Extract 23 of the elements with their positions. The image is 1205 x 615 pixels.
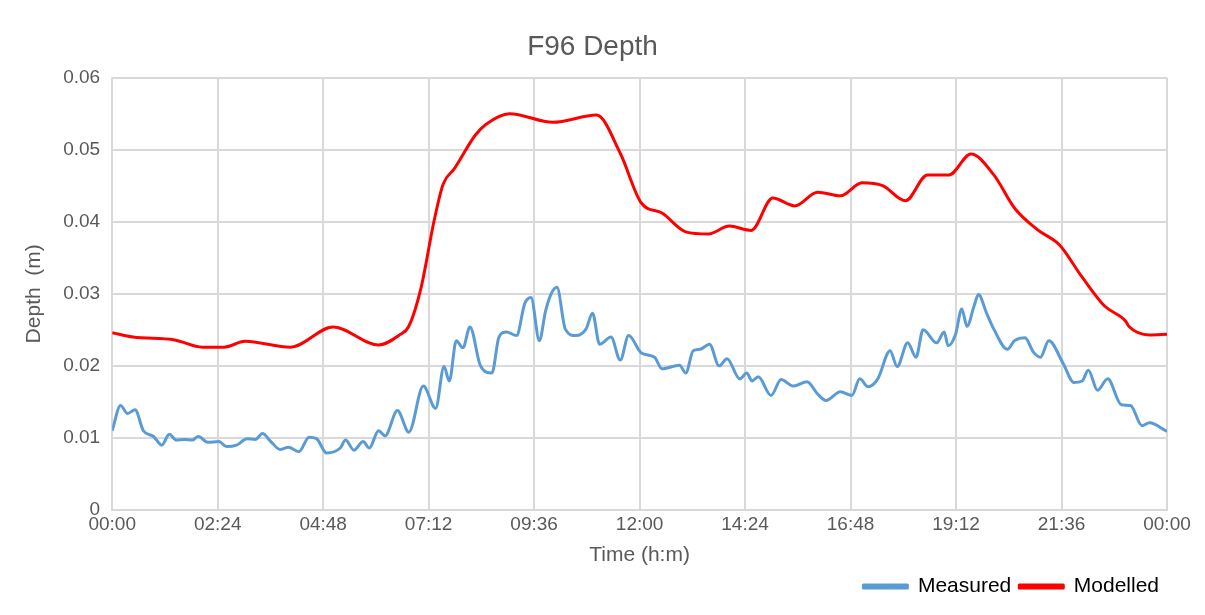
- x-tick-label: 16:48: [826, 512, 875, 534]
- x-tick-label: 02:24: [193, 512, 242, 534]
- x-tick-label: 09:36: [510, 512, 558, 534]
- y-tick-label: 0.04: [63, 209, 101, 231]
- x-tick-label: 07:12: [404, 512, 453, 534]
- x-tick-label: 19:12: [932, 512, 980, 534]
- chart-title: F96 Depth: [527, 29, 658, 61]
- x-tick-label: 12:00: [615, 512, 664, 534]
- line-series: [112, 112, 1167, 349]
- x-tick-label: 21:36: [1037, 512, 1086, 534]
- x-tick-label: 04:48: [299, 512, 347, 534]
- y-tick-label: 0.05: [63, 137, 101, 159]
- y-tick-label: 0.02: [63, 354, 101, 376]
- x-tick-label: 00:00: [1143, 512, 1191, 534]
- legend-label: Modelled: [1073, 573, 1160, 597]
- y-axis-title: Depth (m): [21, 244, 45, 344]
- y-tick-label: 0.03: [63, 282, 101, 304]
- line-series: [112, 285, 1167, 455]
- y-tick-label: 0.01: [63, 426, 101, 448]
- x-tick-label: 14:24: [721, 512, 770, 534]
- legend-label: Measured: [917, 573, 1012, 597]
- x-axis-title: Time (h:m): [589, 542, 690, 566]
- y-tick-label: 0.06: [63, 65, 101, 87]
